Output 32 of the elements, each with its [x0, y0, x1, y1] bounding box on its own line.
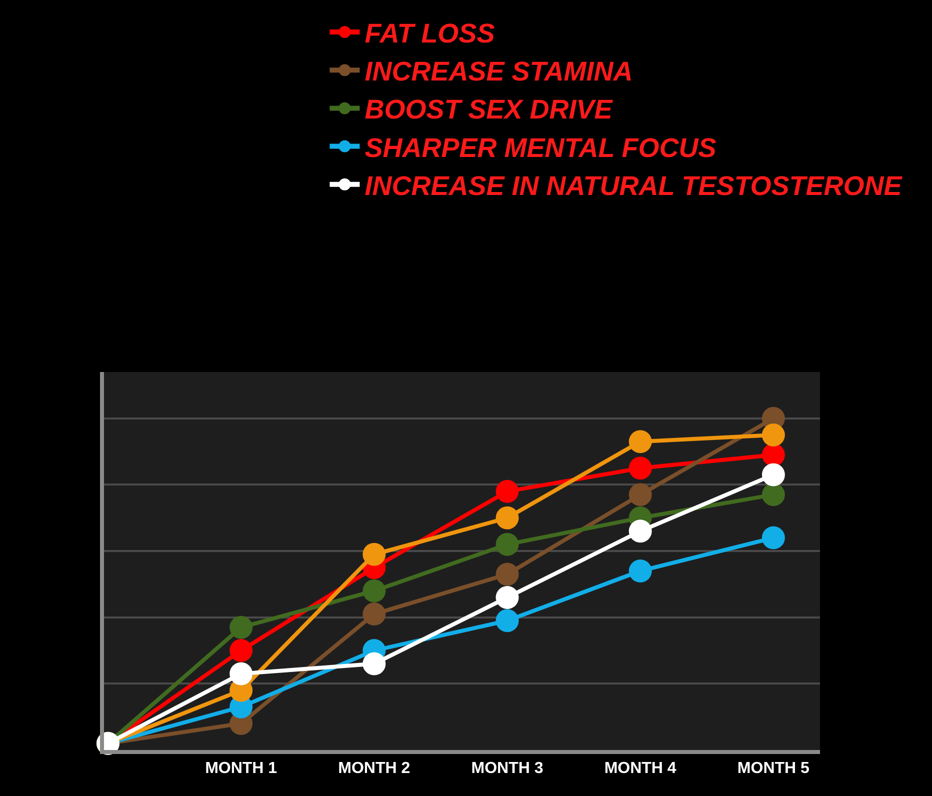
legend-label: INCREASE IN NATURAL TESTOSTERONE	[364, 170, 903, 201]
point	[628, 520, 652, 543]
point	[628, 430, 652, 454]
x-tick-label: MONTH 3	[471, 760, 544, 778]
point	[762, 463, 785, 486]
legend-label: FAT LOSS	[364, 18, 495, 49]
legend-label: SHARPER MENTAL FOCUS	[364, 132, 716, 163]
point	[496, 609, 519, 632]
legend-label: BOOST SEX DRIVE	[364, 94, 614, 125]
point	[496, 506, 519, 530]
point	[230, 639, 253, 662]
point	[496, 532, 519, 556]
point	[496, 562, 519, 586]
point	[762, 483, 785, 506]
point	[762, 424, 785, 446]
point	[628, 456, 652, 480]
point	[496, 480, 519, 503]
x-tick-label: MONTH 4	[604, 760, 676, 778]
x-tick-label: MONTH 2	[338, 760, 410, 778]
point	[628, 483, 652, 506]
point	[496, 586, 519, 609]
x-tick-label: MONTH 1	[205, 760, 278, 778]
point	[230, 662, 253, 686]
point	[230, 616, 253, 639]
point	[362, 652, 386, 676]
point	[362, 542, 386, 566]
x-tick-label: MONTH 5	[737, 760, 810, 778]
point	[628, 559, 652, 582]
point	[362, 579, 386, 602]
legend-label: INCREASE STAMINA	[364, 56, 633, 87]
point	[762, 526, 785, 550]
point	[362, 602, 386, 626]
